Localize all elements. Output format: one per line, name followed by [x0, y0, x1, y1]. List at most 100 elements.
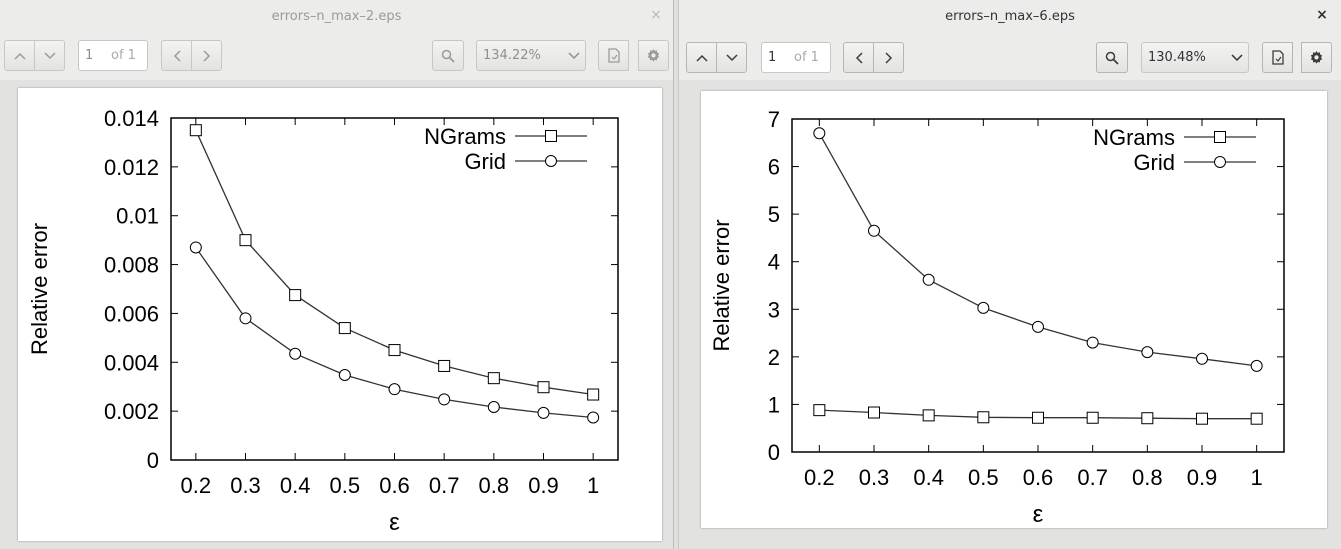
legend-marker [545, 130, 557, 142]
settings-button[interactable] [1301, 42, 1332, 73]
history-forward-button[interactable] [873, 42, 904, 73]
data-point-grid [537, 406, 550, 419]
document-view[interactable]: 0 0.002 0.004 0.006 0.008 0.01 0.012 0.014 0.2 0.… [0, 80, 673, 549]
x-tick-label: 1 [1251, 465, 1263, 490]
document-icon [1271, 50, 1284, 65]
x-tick-label: 0.9 [528, 473, 559, 498]
x-axis-label: ε [1033, 501, 1044, 528]
titlebar[interactable]: errors–n_max–6.eps × [679, 0, 1341, 32]
data-point-ngrams [388, 344, 401, 357]
y-tick-label: 6 [768, 155, 780, 180]
gear-icon [1310, 50, 1323, 64]
next-page-button[interactable] [34, 40, 65, 71]
document-properties-button[interactable] [1262, 42, 1293, 73]
chart: 0 0.002 0.004 0.006 0.008 0.01 0.012 0.014 0.2 0.… [27, 106, 619, 536]
legend-label: NGrams [1093, 125, 1175, 150]
y-tick-label: 5 [768, 202, 780, 227]
next-page-button[interactable] [716, 42, 747, 73]
data-point-grid [289, 347, 302, 360]
data-point-ngrams [438, 359, 451, 372]
data-point-grid [868, 224, 880, 237]
y-tick-label: 1 [768, 392, 780, 417]
legend-marker [1214, 156, 1226, 168]
page-number-field[interactable]: 1 of 1 [78, 40, 148, 71]
data-point-ngrams [1250, 412, 1263, 425]
search-icon [1105, 51, 1119, 65]
zoom-value: 130.48% [1148, 50, 1206, 65]
data-point-grid [1141, 346, 1154, 359]
data-point-ngrams [813, 404, 826, 417]
data-point-grid [977, 301, 990, 314]
legend-label: NGrams [424, 124, 506, 149]
close-icon[interactable]: × [650, 7, 662, 23]
chevron-up-icon [695, 54, 708, 62]
chevron-down-icon [725, 53, 738, 61]
data-point-ngrams [977, 411, 990, 424]
previous-page-button[interactable] [4, 40, 35, 71]
x-tick-label: 0.7 [429, 473, 460, 498]
y-tick-label: 2 [768, 345, 780, 370]
toolbar: 1 of 1 134.22% [0, 38, 673, 76]
data-point-ngrams [922, 409, 935, 422]
history-forward-button[interactable] [191, 40, 222, 71]
chevron-down-icon [1226, 53, 1248, 62]
x-tick-label: 1 [587, 473, 599, 498]
y-tick-label: 0.006 [104, 301, 159, 326]
search-button[interactable] [1096, 42, 1128, 73]
document-window-left: errors–n_max–2.eps × 1 of 1 134.22% [0, 0, 674, 549]
x-tick-label: 0.2 [804, 465, 835, 490]
zoom-select[interactable]: 134.22% [476, 40, 586, 71]
page-number-field[interactable]: 1 of 1 [761, 42, 831, 73]
plot-frame [170, 117, 619, 461]
page-total: of 1 [794, 50, 819, 65]
document-properties-button[interactable] [598, 40, 629, 71]
document-view[interactable]: 0 1 2 3 4 5 6 7 0.2 0.3 0.4 0.5 0.6 0.7 0.8 0.9 1 ε Relati… [679, 80, 1341, 549]
x-tick-label: 0.6 [1023, 465, 1054, 490]
x-tick-label: 0.6 [379, 473, 410, 498]
previous-page-button[interactable] [686, 42, 717, 73]
chevron-right-icon [202, 49, 210, 62]
legend-marker [545, 155, 557, 167]
history-back-button[interactable] [161, 40, 192, 71]
data-point-ngrams [1086, 411, 1099, 424]
chevron-up-icon [13, 52, 26, 60]
data-point-ngrams [338, 322, 351, 335]
settings-button[interactable] [638, 40, 669, 71]
y-axis-label: Relative error [709, 219, 734, 351]
x-tick-label: 0.3 [859, 465, 890, 490]
x-tick-label: 0.4 [280, 473, 311, 498]
data-point-grid [239, 312, 252, 325]
y-axis-label: Relative error [27, 223, 52, 355]
x-tick-label: 0.2 [181, 473, 212, 498]
window-divider [674, 0, 678, 549]
x-tick-label: 0.5 [968, 465, 999, 490]
y-tick-label: 0.004 [104, 350, 159, 375]
data-point-grid [338, 368, 351, 381]
y-tick-label: 0.002 [104, 399, 159, 424]
y-tick-label: 0.01 [116, 204, 159, 229]
titlebar[interactable]: errors–n_max–2.eps × [0, 0, 673, 32]
data-point-grid [1032, 320, 1044, 333]
data-point-grid [388, 383, 401, 396]
current-page: 1 [768, 50, 777, 65]
y-tick-label: 0.014 [104, 106, 159, 131]
plot-frame [791, 118, 1285, 453]
x-tick-label: 0.9 [1187, 465, 1218, 490]
y-tick-label: 0 [768, 440, 780, 465]
document-icon [607, 48, 620, 63]
chevron-left-icon [855, 51, 863, 64]
x-tick-label: 0.3 [230, 473, 261, 498]
legend-label: Grid [1133, 150, 1175, 175]
search-icon [441, 49, 455, 63]
data-point-grid [487, 400, 500, 413]
zoom-select[interactable]: 130.48% [1141, 42, 1249, 73]
window-title: errors–n_max–6.eps [945, 8, 1075, 24]
close-icon[interactable]: × [1316, 7, 1328, 23]
y-tick-label: 3 [768, 297, 780, 322]
search-button[interactable] [432, 40, 464, 71]
history-back-button[interactable] [843, 42, 874, 73]
data-point-grid [587, 411, 600, 424]
data-point-ngrams [1196, 412, 1208, 425]
legend-label: Grid [464, 149, 506, 174]
x-axis-label: ε [389, 509, 400, 536]
